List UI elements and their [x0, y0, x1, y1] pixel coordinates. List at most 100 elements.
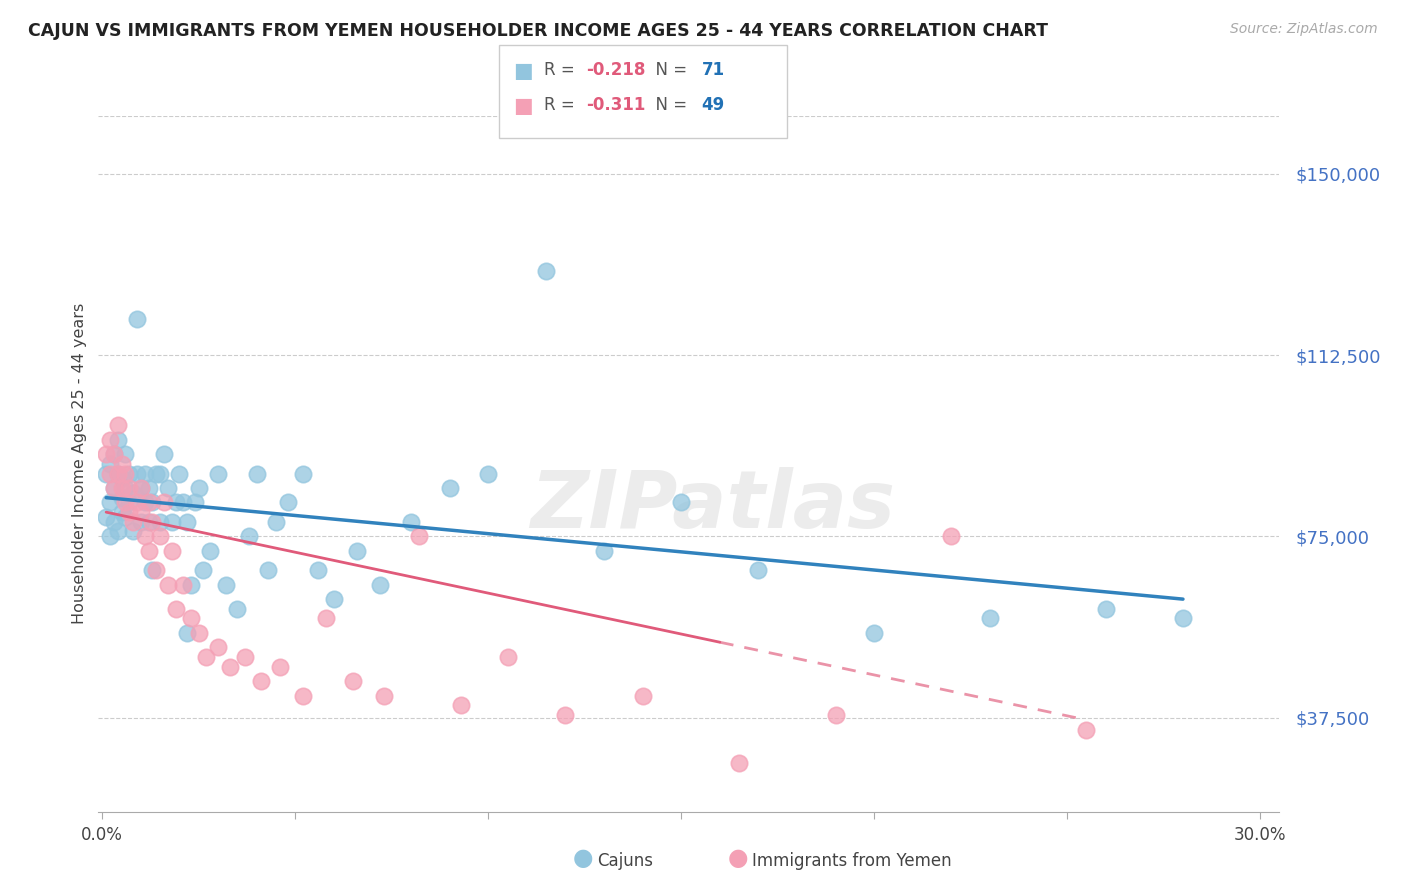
Point — [156, 481, 179, 495]
Point — [291, 689, 314, 703]
Point — [180, 577, 202, 591]
Point — [145, 563, 167, 577]
Point — [98, 495, 121, 509]
Point — [207, 640, 229, 655]
Point — [149, 529, 172, 543]
Point — [129, 515, 152, 529]
Point — [107, 433, 129, 447]
Point — [122, 485, 145, 500]
Text: ■: ■ — [513, 96, 533, 116]
Point — [187, 481, 209, 495]
Text: ZIPatlas: ZIPatlas — [530, 467, 896, 545]
Text: R =: R = — [544, 96, 581, 114]
Point — [631, 689, 654, 703]
Text: 71: 71 — [702, 61, 724, 78]
Text: 49: 49 — [702, 96, 725, 114]
Text: R =: R = — [544, 61, 581, 78]
Point — [94, 447, 117, 461]
Point — [114, 447, 136, 461]
Point — [315, 611, 337, 625]
Point — [98, 467, 121, 481]
Point — [122, 524, 145, 539]
Point — [125, 495, 148, 509]
Point — [129, 505, 152, 519]
Point — [107, 524, 129, 539]
Point — [215, 577, 238, 591]
Point — [863, 626, 886, 640]
Point — [141, 563, 163, 577]
Point — [118, 495, 141, 509]
Text: Immigrants from Yemen: Immigrants from Yemen — [752, 852, 952, 870]
Point — [94, 467, 117, 481]
Point — [114, 481, 136, 495]
Point — [399, 515, 422, 529]
Point — [534, 263, 557, 277]
Point — [169, 467, 191, 481]
Point — [98, 529, 121, 543]
Point — [195, 650, 218, 665]
Point — [207, 467, 229, 481]
Point — [1076, 723, 1098, 737]
Point — [233, 650, 256, 665]
Point — [134, 495, 156, 509]
Point — [149, 515, 172, 529]
Point — [125, 312, 148, 326]
Point — [156, 577, 179, 591]
Text: ■: ■ — [513, 61, 533, 80]
Y-axis label: Householder Income Ages 25 - 44 years: Householder Income Ages 25 - 44 years — [72, 303, 87, 624]
Point — [322, 592, 344, 607]
Point — [269, 660, 291, 674]
Point — [114, 495, 136, 509]
Point — [118, 467, 141, 481]
Point — [114, 510, 136, 524]
Point — [373, 689, 395, 703]
Point — [200, 543, 222, 558]
Point — [257, 563, 280, 577]
Text: N =: N = — [645, 61, 693, 78]
Point — [439, 481, 461, 495]
Text: Source: ZipAtlas.com: Source: ZipAtlas.com — [1230, 22, 1378, 37]
Point — [941, 529, 963, 543]
Point — [496, 650, 519, 665]
Point — [165, 602, 187, 616]
Point — [141, 495, 163, 509]
Point — [125, 467, 148, 481]
Point — [184, 495, 207, 509]
Point — [477, 467, 499, 481]
Point — [307, 563, 329, 577]
Point — [98, 457, 121, 471]
Point — [246, 467, 269, 481]
Point — [110, 471, 132, 485]
Point — [141, 515, 163, 529]
Point — [134, 529, 156, 543]
Point — [118, 481, 141, 495]
Point — [1171, 611, 1194, 625]
Point — [238, 529, 260, 543]
Point — [110, 457, 132, 471]
Point — [110, 481, 132, 495]
Point — [145, 467, 167, 481]
Point — [728, 756, 751, 771]
Point — [138, 495, 160, 509]
Point — [450, 698, 472, 713]
Point — [249, 674, 271, 689]
Point — [138, 481, 160, 495]
Point — [368, 577, 391, 591]
Point — [114, 467, 136, 481]
Point — [138, 543, 160, 558]
Point — [107, 418, 129, 433]
Point — [176, 515, 198, 529]
Point — [153, 447, 176, 461]
Point — [149, 467, 172, 481]
Point — [1094, 602, 1116, 616]
Point — [107, 467, 129, 481]
Point — [110, 505, 132, 519]
Point — [165, 495, 187, 509]
Point — [103, 447, 125, 461]
Point — [103, 481, 125, 495]
Point — [160, 543, 183, 558]
Point — [264, 515, 287, 529]
Point — [979, 611, 1001, 625]
Point — [180, 611, 202, 625]
Point — [346, 543, 368, 558]
